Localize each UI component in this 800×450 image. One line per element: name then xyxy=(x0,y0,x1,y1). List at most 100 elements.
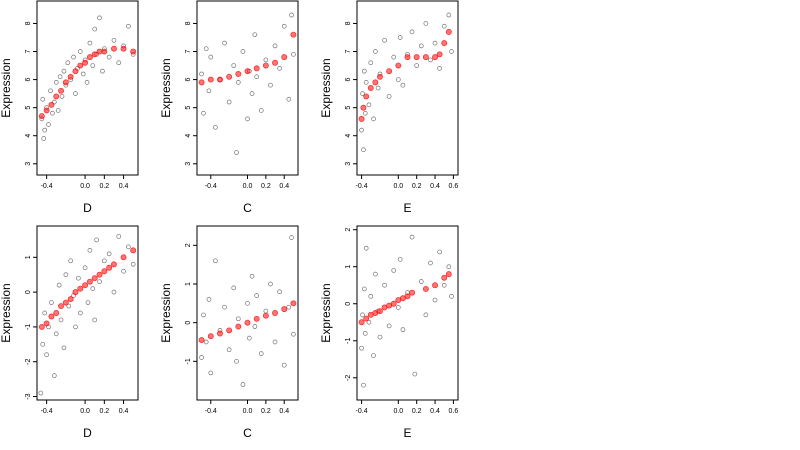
panel-top-middle: -0.4 0.0 0.2 0.4 3 4 5 6 7 8 C Expression xyxy=(159,0,299,215)
fitted-point xyxy=(445,271,452,278)
y-axis-title: Expression xyxy=(0,283,13,342)
data-point xyxy=(258,351,264,356)
data-point xyxy=(254,293,260,298)
data-point xyxy=(59,94,65,99)
fitted-point xyxy=(207,333,214,340)
data-point xyxy=(53,80,59,85)
data-point xyxy=(366,102,372,108)
fitted-point xyxy=(422,54,429,61)
data-point xyxy=(97,279,102,285)
y-tick-label: 3 xyxy=(185,162,192,166)
x-tick-label: 0.2 xyxy=(261,183,271,190)
x-axis-title: C xyxy=(243,201,252,215)
data-point xyxy=(400,327,406,333)
data-point xyxy=(418,279,424,284)
data-point xyxy=(46,122,51,127)
fitted-point xyxy=(363,93,370,100)
data-point xyxy=(41,136,47,141)
data-point xyxy=(97,15,102,21)
data-point xyxy=(423,312,429,318)
y-tick-label: 6 xyxy=(25,78,32,82)
fitted-point xyxy=(91,275,98,282)
data-point xyxy=(76,275,81,281)
data-point xyxy=(371,353,376,358)
data-point xyxy=(213,124,218,130)
data-point xyxy=(432,40,438,46)
fitted-point xyxy=(235,323,242,330)
data-point xyxy=(363,245,369,251)
fitted-point xyxy=(377,308,383,315)
fitted-point xyxy=(48,313,55,320)
fitted-point xyxy=(130,48,137,55)
data-point xyxy=(449,49,454,54)
data-point xyxy=(359,127,364,133)
data-point xyxy=(92,317,98,323)
fitted-point xyxy=(77,62,84,69)
fitted-point xyxy=(441,274,448,281)
data-point xyxy=(61,345,67,351)
data-point xyxy=(286,304,292,310)
y-tick-label: 2 xyxy=(185,243,192,247)
panel-bottom-left: -0.4 0.0 0.2 0.4 -3 -2 -1 0 1 D Expression xyxy=(0,225,139,440)
data-point xyxy=(116,60,122,66)
y-tick-label: 3 xyxy=(25,162,32,166)
data-point xyxy=(414,63,420,68)
x-tick-label: 0.0 xyxy=(243,183,253,190)
data-point xyxy=(121,268,126,274)
x-tick-label: 0.0 xyxy=(243,408,253,415)
data-point xyxy=(371,116,376,122)
data-point xyxy=(90,63,96,68)
data-point xyxy=(449,293,454,299)
fitted-point xyxy=(272,59,278,66)
x-axis-title: E xyxy=(403,426,411,440)
data-point xyxy=(373,271,378,277)
data-point xyxy=(87,40,93,46)
panel-bottom-right: -0.4 0.0 0.2 0.4 0.6 -2 -1 0 1 2 E Expression xyxy=(319,225,459,440)
data-point xyxy=(281,362,287,368)
y-tick-label: -3 xyxy=(25,393,32,399)
fitted-point xyxy=(120,254,127,261)
data-point xyxy=(235,80,241,85)
fitted-point xyxy=(58,87,64,94)
data-point xyxy=(289,235,294,240)
data-point xyxy=(263,308,269,314)
data-point xyxy=(272,43,278,49)
y-tick-label: 6 xyxy=(345,78,352,82)
y-tick-label: 5 xyxy=(185,106,192,110)
data-point xyxy=(208,370,214,376)
data-point xyxy=(268,281,273,287)
x-axis-title: D xyxy=(83,426,92,440)
data-point xyxy=(231,63,237,68)
data-point xyxy=(437,249,442,255)
fitted-point xyxy=(53,310,60,316)
x-axis-title: D xyxy=(83,201,92,215)
y-tick-label: 7 xyxy=(185,49,192,53)
data-point xyxy=(359,345,364,351)
data-point xyxy=(277,66,282,71)
data-point xyxy=(40,341,46,347)
data-point xyxy=(397,35,403,40)
fitted-point xyxy=(217,330,223,337)
data-point xyxy=(234,150,239,155)
data-point xyxy=(362,110,368,116)
data-point xyxy=(234,358,239,364)
plot-frame xyxy=(36,0,139,176)
fitted-point xyxy=(96,48,103,55)
fitted-point xyxy=(386,68,393,75)
y-tick-label: 7 xyxy=(345,49,352,53)
data-point xyxy=(382,282,387,288)
data-point xyxy=(77,49,83,54)
fitted-point xyxy=(235,71,242,77)
data-point xyxy=(68,258,74,264)
data-point xyxy=(38,390,44,396)
data-point xyxy=(73,324,78,330)
x-tick-label: 0.6 xyxy=(449,183,459,190)
data-point xyxy=(395,305,401,310)
fitted-point xyxy=(86,278,93,285)
data-point xyxy=(368,293,374,299)
data-point xyxy=(203,339,209,345)
data-point xyxy=(50,110,55,116)
data-point xyxy=(77,310,83,316)
plot-frame xyxy=(356,0,459,176)
